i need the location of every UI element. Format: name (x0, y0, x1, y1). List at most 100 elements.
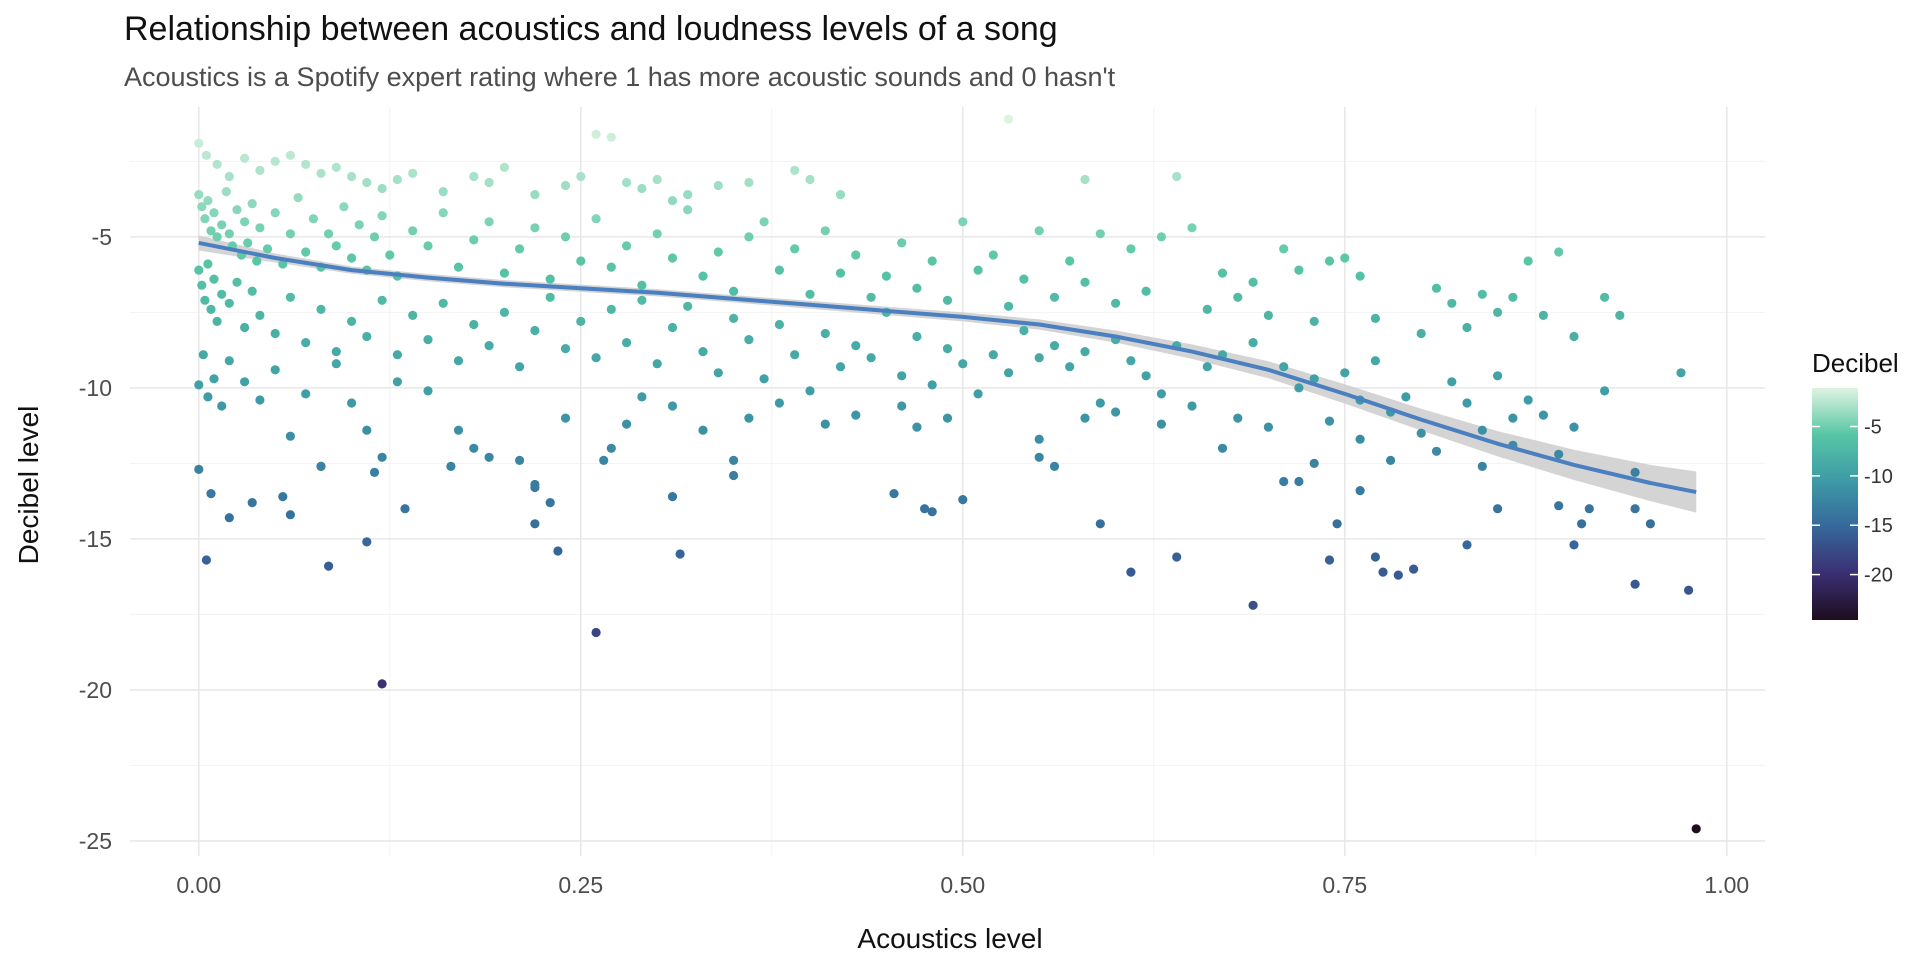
data-point (1141, 286, 1151, 296)
data-point (1095, 229, 1105, 239)
data-point (881, 271, 892, 281)
data-point (347, 253, 357, 263)
data-point (1477, 425, 1487, 435)
data-point (270, 365, 280, 375)
data-point (301, 159, 311, 169)
data-point (1263, 310, 1273, 320)
data-point (1034, 434, 1044, 444)
data-point (1034, 452, 1044, 462)
data-point (1378, 567, 1388, 577)
data-point (285, 292, 295, 302)
data-point (255, 395, 265, 405)
x-tick-label: 0.50 (940, 872, 985, 898)
data-point (1172, 552, 1182, 562)
data-point (545, 292, 555, 302)
legend-colorbar (1812, 388, 1858, 620)
legend-tick-label: -20 (1864, 565, 1893, 587)
data-point (1416, 428, 1426, 438)
data-point (1508, 292, 1518, 302)
data-point (362, 425, 372, 435)
data-point (591, 214, 601, 224)
data-point (1126, 244, 1136, 254)
data-point (1370, 356, 1380, 366)
data-point (270, 208, 280, 218)
data-point (759, 217, 769, 227)
data-point (591, 129, 601, 139)
data-point (698, 271, 708, 281)
data-point (206, 489, 216, 499)
data-point (988, 250, 998, 260)
data-point (201, 150, 211, 160)
data-point (606, 304, 616, 314)
data-point (1156, 419, 1166, 429)
data-point (1019, 274, 1029, 284)
data-point (1202, 362, 1212, 372)
data-point (851, 250, 861, 260)
data-point (530, 482, 540, 493)
data-point (774, 398, 785, 408)
data-point (683, 205, 693, 215)
data-point (1187, 401, 1197, 411)
data-point (1248, 338, 1258, 348)
data-point (331, 162, 341, 172)
data-point (637, 295, 647, 305)
data-point (790, 244, 800, 254)
data-point (247, 498, 257, 508)
data-point (285, 431, 295, 441)
data-point (530, 223, 540, 233)
data-point (408, 310, 418, 320)
data-point (515, 244, 525, 254)
data-point (423, 386, 433, 396)
data-point (805, 289, 815, 299)
data-point (1431, 283, 1442, 293)
data-point (247, 199, 257, 209)
data-point (301, 338, 311, 348)
data-point (221, 187, 231, 197)
data-point (1462, 540, 1472, 550)
data-point (224, 513, 234, 523)
data-point (1248, 600, 1258, 610)
data-point (1523, 395, 1533, 405)
data-point (1569, 540, 1579, 550)
data-point (698, 347, 708, 357)
data-point (1279, 476, 1289, 487)
data-point (203, 196, 213, 206)
data-point (637, 392, 647, 402)
data-point (255, 223, 265, 233)
chart-title: Relationship between acoustics and loudn… (124, 10, 1058, 48)
data-point (217, 220, 227, 230)
data-point (652, 229, 662, 239)
data-point (889, 489, 899, 499)
data-point (484, 341, 494, 351)
points-layer (194, 114, 1701, 834)
data-point (301, 389, 311, 399)
data-point (1187, 223, 1197, 233)
data-point (729, 313, 739, 323)
data-point (1630, 467, 1640, 477)
data-point (316, 461, 326, 471)
data-point (1004, 368, 1014, 378)
data-point (278, 259, 288, 269)
data-point (606, 132, 616, 142)
data-point (820, 328, 830, 339)
data-point (316, 168, 326, 178)
data-point (560, 232, 571, 242)
data-point (354, 220, 364, 230)
data-point (530, 190, 540, 200)
data-point (744, 335, 754, 345)
data-point (206, 226, 216, 236)
data-point (897, 371, 907, 381)
data-point (675, 549, 685, 559)
data-point (240, 153, 250, 163)
data-point (927, 256, 937, 266)
data-point (1202, 304, 1212, 314)
data-point (212, 316, 222, 326)
data-point (1340, 368, 1350, 378)
data-point (897, 238, 907, 248)
data-point (1447, 377, 1457, 387)
data-point (1569, 422, 1579, 432)
data-point (285, 510, 295, 520)
data-point (1493, 307, 1503, 317)
y-tick-label: -10 (79, 375, 112, 401)
data-point (729, 470, 739, 481)
